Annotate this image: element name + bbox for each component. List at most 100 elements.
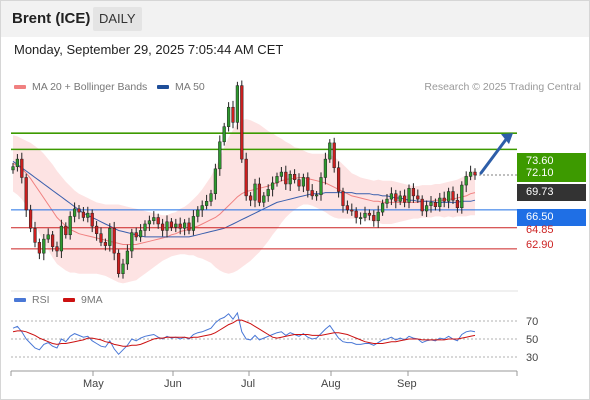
legend-ma50: MA 50 <box>157 81 205 93</box>
rsi-axis-30: 30 <box>526 352 539 364</box>
rsi-axis-50: 50 <box>526 334 539 346</box>
candle-body <box>424 205 429 212</box>
candle <box>20 152 24 184</box>
candle <box>306 172 310 198</box>
candle-body <box>15 158 20 167</box>
candle-body <box>270 182 275 190</box>
candle <box>174 218 178 233</box>
forecast-arrow-shaft <box>479 136 509 175</box>
candle <box>394 189 398 209</box>
candle <box>59 219 64 259</box>
candle <box>314 191 319 201</box>
candle <box>345 200 350 214</box>
candle-body <box>468 171 473 177</box>
candle-body <box>46 234 50 240</box>
candle-body <box>284 171 288 185</box>
candle-body <box>77 208 81 213</box>
candle-body <box>244 158 248 197</box>
candle-body <box>240 85 244 160</box>
candle-body <box>301 177 306 187</box>
candle-body <box>407 188 411 203</box>
candle <box>156 213 160 229</box>
candle <box>468 165 473 181</box>
candle <box>81 207 86 222</box>
candle <box>235 81 240 130</box>
candle-body <box>108 228 112 246</box>
candle-body <box>99 233 103 243</box>
candle <box>182 219 187 236</box>
candle-body <box>336 167 341 192</box>
support-2-label: 62.90 <box>526 239 554 251</box>
candle-body <box>191 216 196 231</box>
candle-body <box>86 212 90 218</box>
candle <box>134 227 138 241</box>
candle <box>209 189 213 207</box>
candle-body <box>279 171 284 177</box>
candle <box>187 217 191 235</box>
candle-body <box>222 126 226 143</box>
candle <box>55 241 59 257</box>
candle <box>11 162 15 174</box>
candle-body <box>402 195 407 203</box>
legend-swatch-9ma <box>63 298 75 302</box>
candle <box>350 203 354 216</box>
candle-body <box>213 168 218 194</box>
candle <box>332 137 336 173</box>
candle-body <box>389 193 394 200</box>
candle <box>354 207 358 224</box>
candle <box>376 205 380 228</box>
candle-body <box>11 166 15 171</box>
candle-body <box>446 191 451 202</box>
legend-9ma: 9MA <box>63 294 103 306</box>
candle <box>284 165 288 190</box>
candle-body <box>262 195 266 203</box>
candle-body <box>328 142 332 160</box>
candle <box>262 192 266 208</box>
candle <box>147 215 152 231</box>
candle <box>288 170 292 191</box>
candle-body <box>460 184 464 209</box>
candle-body <box>72 208 77 217</box>
candle-body <box>187 222 191 231</box>
legend-swatch-rsi <box>14 298 26 302</box>
legend-label-9ma: 9MA <box>81 294 103 306</box>
month-label-jun: Jun <box>164 378 182 390</box>
candle-body <box>200 205 204 211</box>
candle <box>169 218 174 231</box>
candle <box>72 202 77 223</box>
copyright-text: Research © 2025 Trading Central <box>424 81 581 93</box>
candle <box>200 200 204 217</box>
candle <box>323 152 328 185</box>
forecast-arrow-head <box>501 133 513 145</box>
ma20-line <box>12 162 476 245</box>
candle <box>341 187 345 213</box>
pivot-label: 66.50 <box>517 209 586 226</box>
candle <box>358 212 363 225</box>
candle-body <box>292 173 297 180</box>
candle-body <box>204 201 209 206</box>
candle <box>336 161 341 198</box>
candle-body <box>178 223 182 229</box>
candle-body <box>20 158 24 178</box>
candle-body <box>24 177 28 211</box>
candle-body <box>156 217 160 225</box>
timeframe-button[interactable]: DAILY <box>93 7 142 31</box>
candle-body <box>81 211 86 218</box>
rsi-9ma-line <box>12 319 476 347</box>
month-label-may: May <box>83 378 104 390</box>
candle <box>429 195 433 213</box>
candle <box>77 205 81 220</box>
candle <box>407 184 411 209</box>
candle <box>455 193 460 213</box>
candle-body <box>196 209 200 217</box>
candle <box>266 184 270 202</box>
candle-body <box>94 225 99 234</box>
candle-body <box>310 190 314 197</box>
candle <box>279 167 284 182</box>
candle-body <box>209 193 213 202</box>
candle-body <box>68 216 72 236</box>
candle <box>231 100 235 129</box>
candle <box>103 238 108 251</box>
